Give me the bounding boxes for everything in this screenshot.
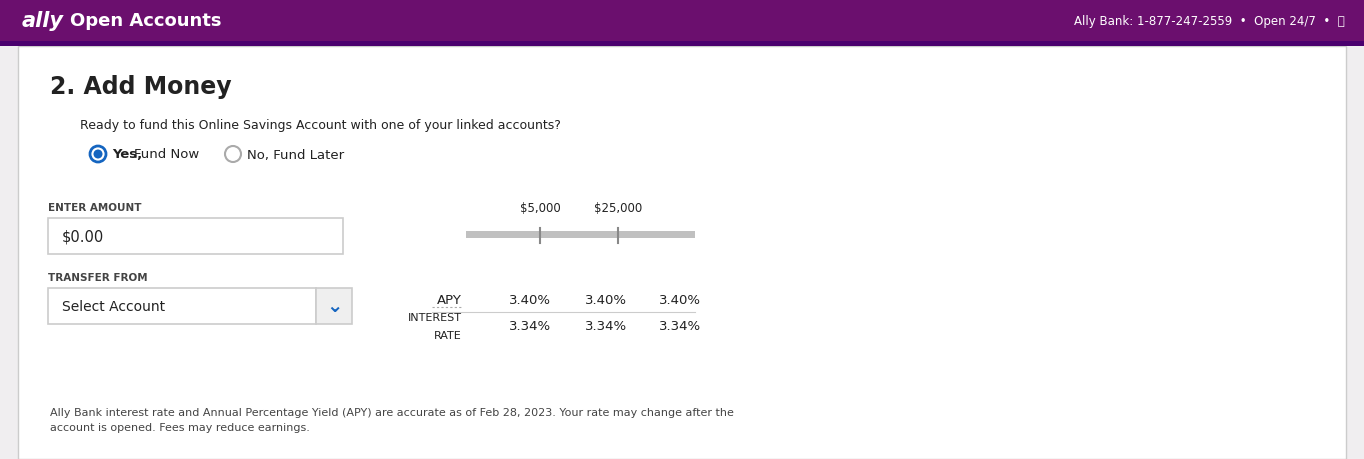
Circle shape <box>225 147 241 162</box>
Text: 3.34%: 3.34% <box>585 320 627 333</box>
Text: Select Account: Select Account <box>61 299 165 313</box>
Text: Open Accounts: Open Accounts <box>70 12 221 30</box>
Text: 3.40%: 3.40% <box>509 294 551 307</box>
Text: 3.34%: 3.34% <box>659 320 701 333</box>
Text: INTEREST: INTEREST <box>408 312 462 322</box>
FancyBboxPatch shape <box>48 288 316 325</box>
Circle shape <box>90 147 106 162</box>
Text: RATE: RATE <box>434 330 462 340</box>
Text: Fund Now: Fund Now <box>134 148 199 161</box>
Text: APY: APY <box>436 294 462 307</box>
Text: 3.40%: 3.40% <box>659 294 701 307</box>
Text: Ready to fund this Online Savings Account with one of your linked accounts?: Ready to fund this Online Savings Accoun… <box>80 119 561 132</box>
Bar <box>0 0 1364 42</box>
Text: 2. Add Money: 2. Add Money <box>50 75 232 99</box>
Text: ally: ally <box>22 11 64 31</box>
Text: Ally Bank: 1-877-247-2559  •  Open 24/7  •  🔒: Ally Bank: 1-877-247-2559 • Open 24/7 • … <box>1075 15 1345 28</box>
Text: ⌄: ⌄ <box>326 297 342 316</box>
Text: 3.34%: 3.34% <box>509 320 551 333</box>
Text: No, Fund Later: No, Fund Later <box>247 148 344 161</box>
FancyBboxPatch shape <box>316 288 352 325</box>
Text: Ally Bank interest rate and Annual Percentage Yield (APY) are accurate as of Feb: Ally Bank interest rate and Annual Perce… <box>50 407 734 417</box>
Text: 3.40%: 3.40% <box>585 294 627 307</box>
Bar <box>466 231 696 239</box>
Circle shape <box>94 150 102 159</box>
Text: ENTER AMOUNT: ENTER AMOUNT <box>48 202 142 213</box>
Text: TRANSFER FROM: TRANSFER FROM <box>48 272 147 282</box>
FancyBboxPatch shape <box>18 47 1346 459</box>
FancyBboxPatch shape <box>48 218 342 254</box>
Bar <box>0 42 1364 47</box>
Text: $25,000: $25,000 <box>593 202 642 214</box>
Text: $5,000: $5,000 <box>520 202 561 214</box>
Text: $0.00: $0.00 <box>61 229 104 244</box>
Text: Yes,: Yes, <box>112 148 142 161</box>
Text: account is opened. Fees may reduce earnings.: account is opened. Fees may reduce earni… <box>50 422 310 432</box>
